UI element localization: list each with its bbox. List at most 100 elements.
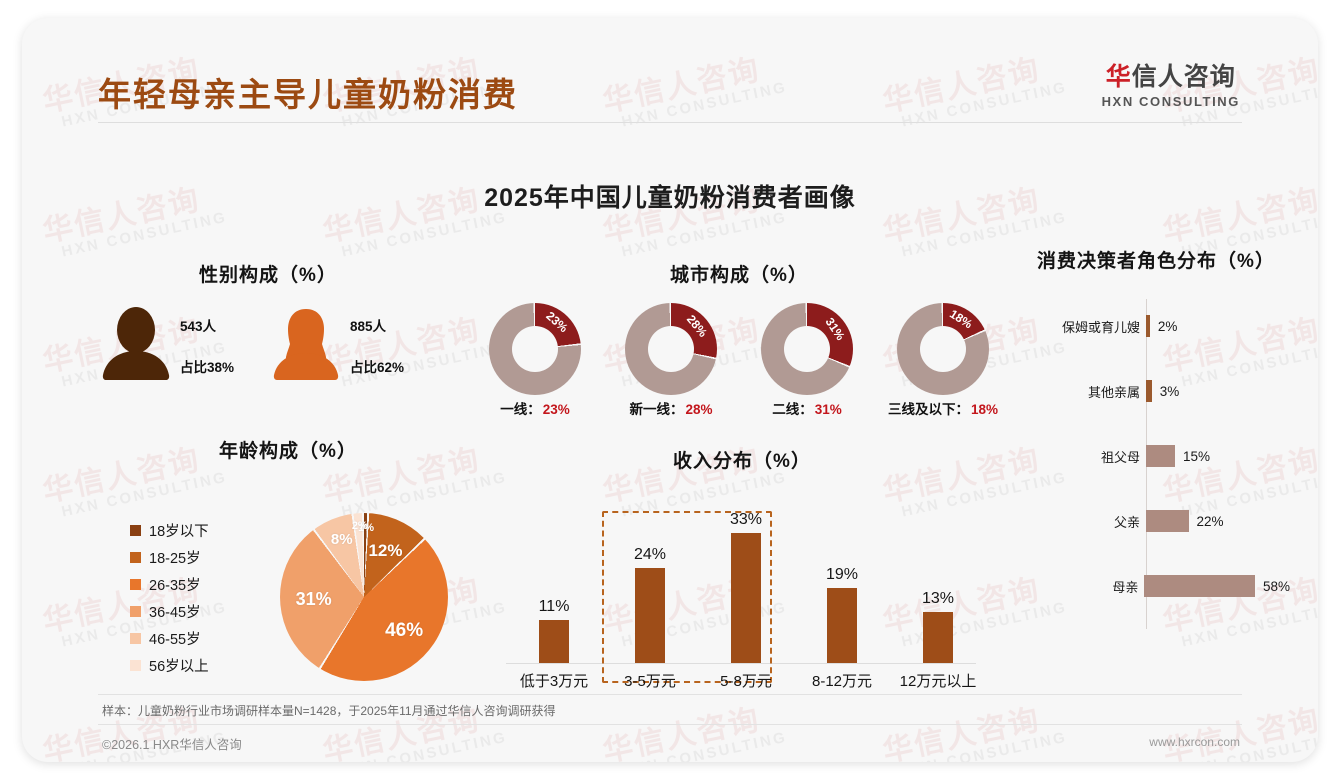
legend-swatch	[130, 579, 141, 590]
age-title: 年龄构成（%）	[219, 441, 357, 462]
role-label: 父亲	[1113, 514, 1140, 530]
legend-label: 36-45岁	[149, 605, 201, 621]
city-donut-cell: 28% 新一线： 28%	[610, 303, 732, 418]
city-donut-cell: 18% 三线及以下： 18%	[882, 303, 1004, 418]
male-silhouette-icon	[98, 305, 174, 388]
age-legend-item: 36-45岁	[130, 598, 209, 625]
income-bar-column: 33% 5-8万元	[698, 491, 794, 691]
income-bar	[827, 588, 857, 663]
income-panel: 收入分布（%） 11% 低于3万元 24% 3-5万元 33% 5-8万元 19% 8-12万…	[492, 446, 992, 691]
legend-label: 56岁以上	[149, 659, 209, 675]
income-category-label: 5-8万元	[720, 673, 772, 690]
donut-chart-二线: 31%	[761, 303, 853, 395]
gender-count: 543人	[180, 319, 217, 334]
income-title: 收入分布（%）	[673, 451, 811, 472]
pie-value-label: 31%	[295, 588, 332, 609]
income-bar-column: 11% 低于3万元	[506, 491, 602, 691]
gender-count: 885人	[350, 319, 387, 334]
age-pie-wrap: 1% 12% 46% 31% 8% 2%	[280, 513, 448, 681]
female-silhouette-icon	[268, 305, 344, 388]
legend-swatch	[130, 660, 141, 671]
income-value-label: 33%	[729, 510, 763, 528]
legend-label: 46-55岁	[149, 632, 201, 648]
donut-hole	[920, 326, 966, 372]
donut-chart-一线: 23%	[489, 303, 581, 395]
income-highlight-box	[602, 511, 772, 683]
city-donut-cell: 31% 二线： 31%	[746, 303, 868, 418]
legend-label: 18岁以下	[149, 524, 209, 540]
legend-label: 26-35岁	[149, 578, 201, 594]
donut-caption-label: 新一线：	[629, 402, 684, 417]
role-label: 其他亲属	[1087, 384, 1140, 400]
age-legend-item: 18岁以下	[130, 517, 209, 544]
role-bar	[1146, 315, 1150, 337]
income-bar-column: 13% 12万元以上	[890, 491, 986, 691]
gender-text-block: 885人占比62%	[350, 305, 404, 376]
role-bar-row: 保姆或育儿嫂 2%	[1022, 313, 1290, 339]
footer-divider-bottom	[98, 724, 1242, 725]
chart-subtitle: 2025年中国儿童奶粉消费者画像	[484, 184, 856, 212]
sample-note: 样本：儿童奶粉行业市场调研样本量N=1428，于2025年11月通过华信人咨询调…	[102, 704, 556, 718]
role-bar-row: 母亲 58%	[1022, 573, 1290, 599]
pie-value-label: 46%	[385, 620, 424, 642]
age-legend-item: 26-35岁	[130, 571, 209, 598]
income-bar	[731, 532, 761, 663]
roles-title: 消费决策者角色分布（%）	[1037, 251, 1275, 272]
income-bar	[635, 568, 665, 663]
age-legend-item: 18-25岁	[130, 544, 209, 571]
income-category-label: 8-12万元	[811, 673, 873, 690]
donut-hole	[648, 326, 694, 372]
income-value-label: 11%	[538, 597, 570, 615]
donut-caption-value: 28%	[685, 402, 713, 417]
donut-hole	[512, 326, 558, 372]
header-divider	[98, 122, 1242, 123]
donut-caption-label: 三线及以下：	[887, 402, 969, 417]
donut-caption-label: 一线：	[500, 402, 541, 417]
role-bar	[1146, 380, 1152, 402]
roles-panel: 消费决策者角色分布（%） 保姆或育儿嫂 2% 其他亲属 3% 祖父母 15% 父亲 22% 母亲…	[1022, 246, 1290, 629]
income-value-label: 13%	[921, 589, 955, 607]
legend-swatch	[130, 606, 141, 617]
donut-caption: 二线： 31%	[746, 398, 868, 418]
income-category-label: 3-5万元	[624, 673, 676, 690]
role-bar-row: 其他亲属 3%	[1022, 378, 1290, 404]
age-legend-item: 46-55岁	[130, 625, 209, 652]
company-logo: 华信人咨询 HXN CONSULTING	[1101, 63, 1240, 109]
legend-label: 18-25岁	[149, 551, 201, 567]
donut-caption: 一线： 23%	[474, 398, 596, 418]
logo-english-text: HXN CONSULTING	[1101, 93, 1240, 109]
pie-value-label: 1%	[358, 521, 374, 534]
website-text: www.hxrcon.com	[1149, 735, 1240, 749]
role-label: 祖父母	[1100, 449, 1140, 465]
footer-divider-top	[98, 694, 1242, 695]
slide-card: 华信人咨询 HXN CONSULTING 华信人咨询 HXN CONSULTING 华信…	[22, 18, 1318, 762]
pie-value-label: 2%	[351, 519, 368, 532]
pie-value-label: 8%	[330, 530, 353, 548]
age-pie	[280, 513, 448, 681]
donut-chart-三线及以下: 18%	[897, 303, 989, 395]
slide-header: 年轻母亲主导儿童奶粉消费 华信人咨询 HXN CONSULTING	[22, 18, 1318, 123]
page-title: 年轻母亲主导儿童奶粉消费	[98, 76, 518, 113]
income-bar	[539, 619, 569, 663]
donut-caption-label: 二线：	[772, 402, 813, 417]
gender-text-block: 543人占比38%	[180, 305, 234, 376]
role-bar-row: 祖父母 15%	[1022, 443, 1290, 469]
roles-chart: 保姆或育儿嫂 2% 其他亲属 3% 祖父母 15% 父亲 22% 母亲 58%	[1022, 299, 1290, 629]
donut-chart-新一线: 28%	[625, 303, 717, 395]
gender-share: 占比38%	[180, 360, 235, 375]
role-value: 3%	[1159, 383, 1180, 399]
gender-items: 543人占比38% 885人占比62%	[98, 305, 438, 388]
gender-panel: 性别构成（%） 543人 占比38% 885人 占比62%	[98, 260, 438, 388]
gender-share: 占比62%	[350, 360, 405, 375]
legend-swatch	[130, 552, 141, 563]
role-label: 母亲	[1112, 579, 1139, 595]
income-value-label: 19%	[825, 566, 859, 584]
logo-rest-chars: 信人咨询	[1131, 63, 1236, 91]
donut-caption-value: 23%	[542, 402, 570, 417]
income-baseline	[506, 663, 976, 664]
role-bar	[1146, 510, 1189, 532]
city-donut-cell: 23% 一线： 23%	[474, 303, 596, 418]
